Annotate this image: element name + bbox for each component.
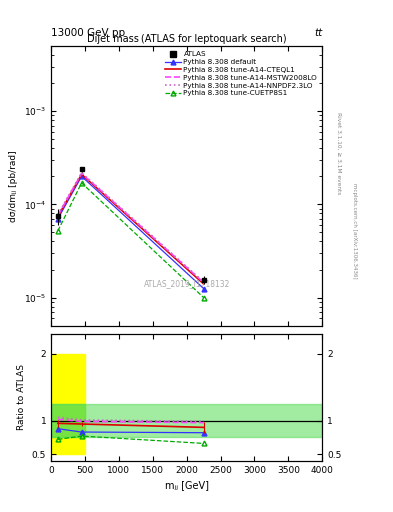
Pythia 8.308 tune-A14-NNPDF2.3LO [79, 170, 84, 176]
Y-axis label: dσ/dmⱼⱼ [pb/rad]: dσ/dmⱼⱼ [pb/rad] [9, 150, 18, 222]
Line: Pythia 8.308 tune-CUETP8S1: Pythia 8.308 tune-CUETP8S1 [55, 181, 206, 300]
Line: Pythia 8.308 default: Pythia 8.308 default [55, 174, 206, 291]
Y-axis label: Ratio to ATLAS: Ratio to ATLAS [17, 364, 26, 430]
Line: Pythia 8.308 tune-A14-CTEQL1: Pythia 8.308 tune-A14-CTEQL1 [58, 175, 204, 284]
Pythia 8.308 tune-A14-MSTW2008LO [201, 280, 206, 286]
Pythia 8.308 tune-A14-CTEQL1 [201, 281, 206, 287]
Pythia 8.308 tune-A14-NNPDF2.3LO [201, 279, 206, 285]
Pythia 8.308 tune-CUETP8S1 [79, 180, 84, 186]
Line: Pythia 8.308 tune-A14-NNPDF2.3LO: Pythia 8.308 tune-A14-NNPDF2.3LO [58, 173, 204, 282]
Pythia 8.308 tune-CUETP8S1 [55, 228, 60, 234]
Line: Pythia 8.308 tune-A14-MSTW2008LO: Pythia 8.308 tune-A14-MSTW2008LO [58, 174, 204, 283]
X-axis label: mⱼⱼ [GeV]: mⱼⱼ [GeV] [165, 480, 209, 490]
Legend: ATLAS, Pythia 8.308 default, Pythia 8.308 tune-A14-CTEQL1, Pythia 8.308 tune-A14: ATLAS, Pythia 8.308 default, Pythia 8.30… [163, 50, 319, 98]
Pythia 8.308 default [201, 286, 206, 292]
Bar [51, 404, 322, 437]
Text: ATLAS_2019_I1718132: ATLAS_2019_I1718132 [143, 279, 230, 288]
Text: mcplots.cern.ch [arXiv:1306.3436]: mcplots.cern.ch [arXiv:1306.3436] [352, 183, 357, 278]
Text: tt: tt [314, 28, 322, 38]
Pythia 8.308 tune-A14-MSTW2008LO [79, 170, 84, 177]
Text: Rivet 3.1.10, ≥ 3.1M events: Rivet 3.1.10, ≥ 3.1M events [336, 113, 341, 195]
Pythia 8.308 tune-A14-MSTW2008LO [55, 212, 60, 219]
Text: 13000 GeV pp: 13000 GeV pp [51, 28, 125, 38]
Pythia 8.308 default [55, 216, 60, 222]
Title: Dijet mass (ATLAS for leptoquark search): Dijet mass (ATLAS for leptoquark search) [87, 34, 286, 44]
Bar [51, 404, 85, 437]
Pythia 8.308 tune-A14-CTEQL1 [55, 214, 60, 220]
Pythia 8.308 tune-CUETP8S1 [201, 294, 206, 301]
Pythia 8.308 default [79, 173, 84, 179]
Bar [51, 354, 85, 454]
Pythia 8.308 tune-A14-NNPDF2.3LO [55, 211, 60, 218]
Pythia 8.308 tune-A14-CTEQL1 [79, 172, 84, 178]
